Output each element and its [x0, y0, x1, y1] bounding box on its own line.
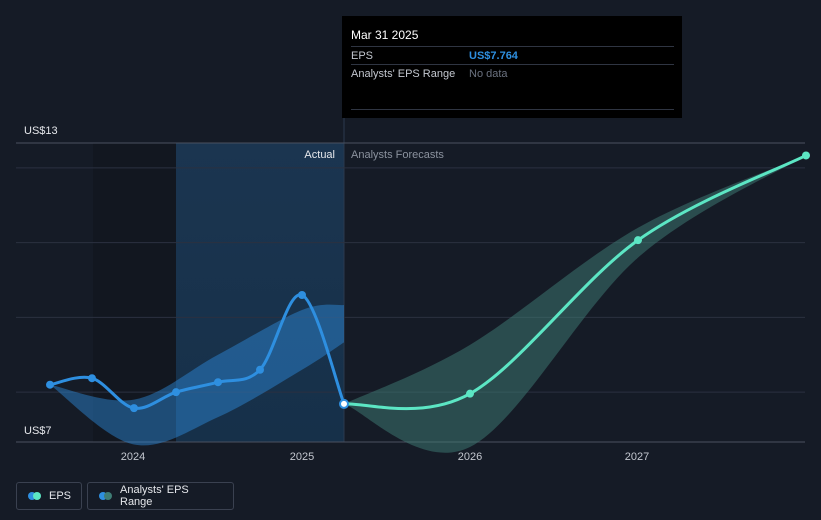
x-tick-label-2025: 2025	[290, 451, 314, 463]
series-0-point-6	[298, 290, 306, 299]
tooltip-eps-label: EPS	[351, 49, 374, 62]
series-0-point-0	[46, 380, 54, 389]
series-line-1	[342, 153, 808, 411]
series-0-point-1	[88, 374, 96, 383]
analysts-range-band-1	[344, 155, 806, 453]
y-tick-label-top: US$13	[24, 125, 58, 137]
data-tooltip: Mar 31 2025 EPS US$7.764 Analysts' EPS R…	[342, 16, 682, 118]
x-tick-label-2024: 2024	[121, 451, 145, 463]
tooltip-range-row: Analysts' EPS Range No data	[351, 65, 674, 82]
y-tick-label-bottom: US$7	[24, 425, 52, 437]
x-tick-label-2026: 2026	[458, 451, 482, 463]
range-legend-icon	[99, 492, 112, 500]
series-0-point-5	[256, 365, 264, 374]
x-tick-label-2027: 2027	[625, 451, 649, 463]
legend-range-label: Analysts' EPS Range	[120, 484, 189, 508]
region-label-actual: Actual	[304, 149, 335, 161]
eps-legend-icon	[28, 492, 41, 500]
region-label-forecast: Analysts Forecasts	[351, 149, 444, 161]
legend-eps-label: EPS	[49, 490, 72, 502]
legend-item-eps[interactable]: EPS	[16, 482, 82, 510]
legend-item-analysts-range[interactable]: Analysts' EPS Range	[87, 482, 234, 510]
series-1-point-3	[802, 151, 810, 160]
series-0-point-7	[339, 398, 349, 409]
series-0-point-2	[130, 404, 138, 413]
analysts-range-band-0	[50, 304, 344, 446]
series-0-point-3	[172, 388, 180, 397]
tooltip-eps-value: US$7.764	[469, 49, 518, 62]
series-0-point-4	[214, 378, 222, 387]
tooltip-range-value: No data	[469, 67, 508, 80]
series-1-point-2	[634, 236, 642, 245]
tooltip-range-label: Analysts' EPS Range	[351, 67, 456, 80]
tooltip-date: Mar 31 2025	[351, 24, 674, 47]
series-1-point-1	[466, 389, 474, 398]
tooltip-eps-row: EPS US$7.764	[351, 47, 674, 65]
tooltip-divider	[351, 109, 674, 110]
